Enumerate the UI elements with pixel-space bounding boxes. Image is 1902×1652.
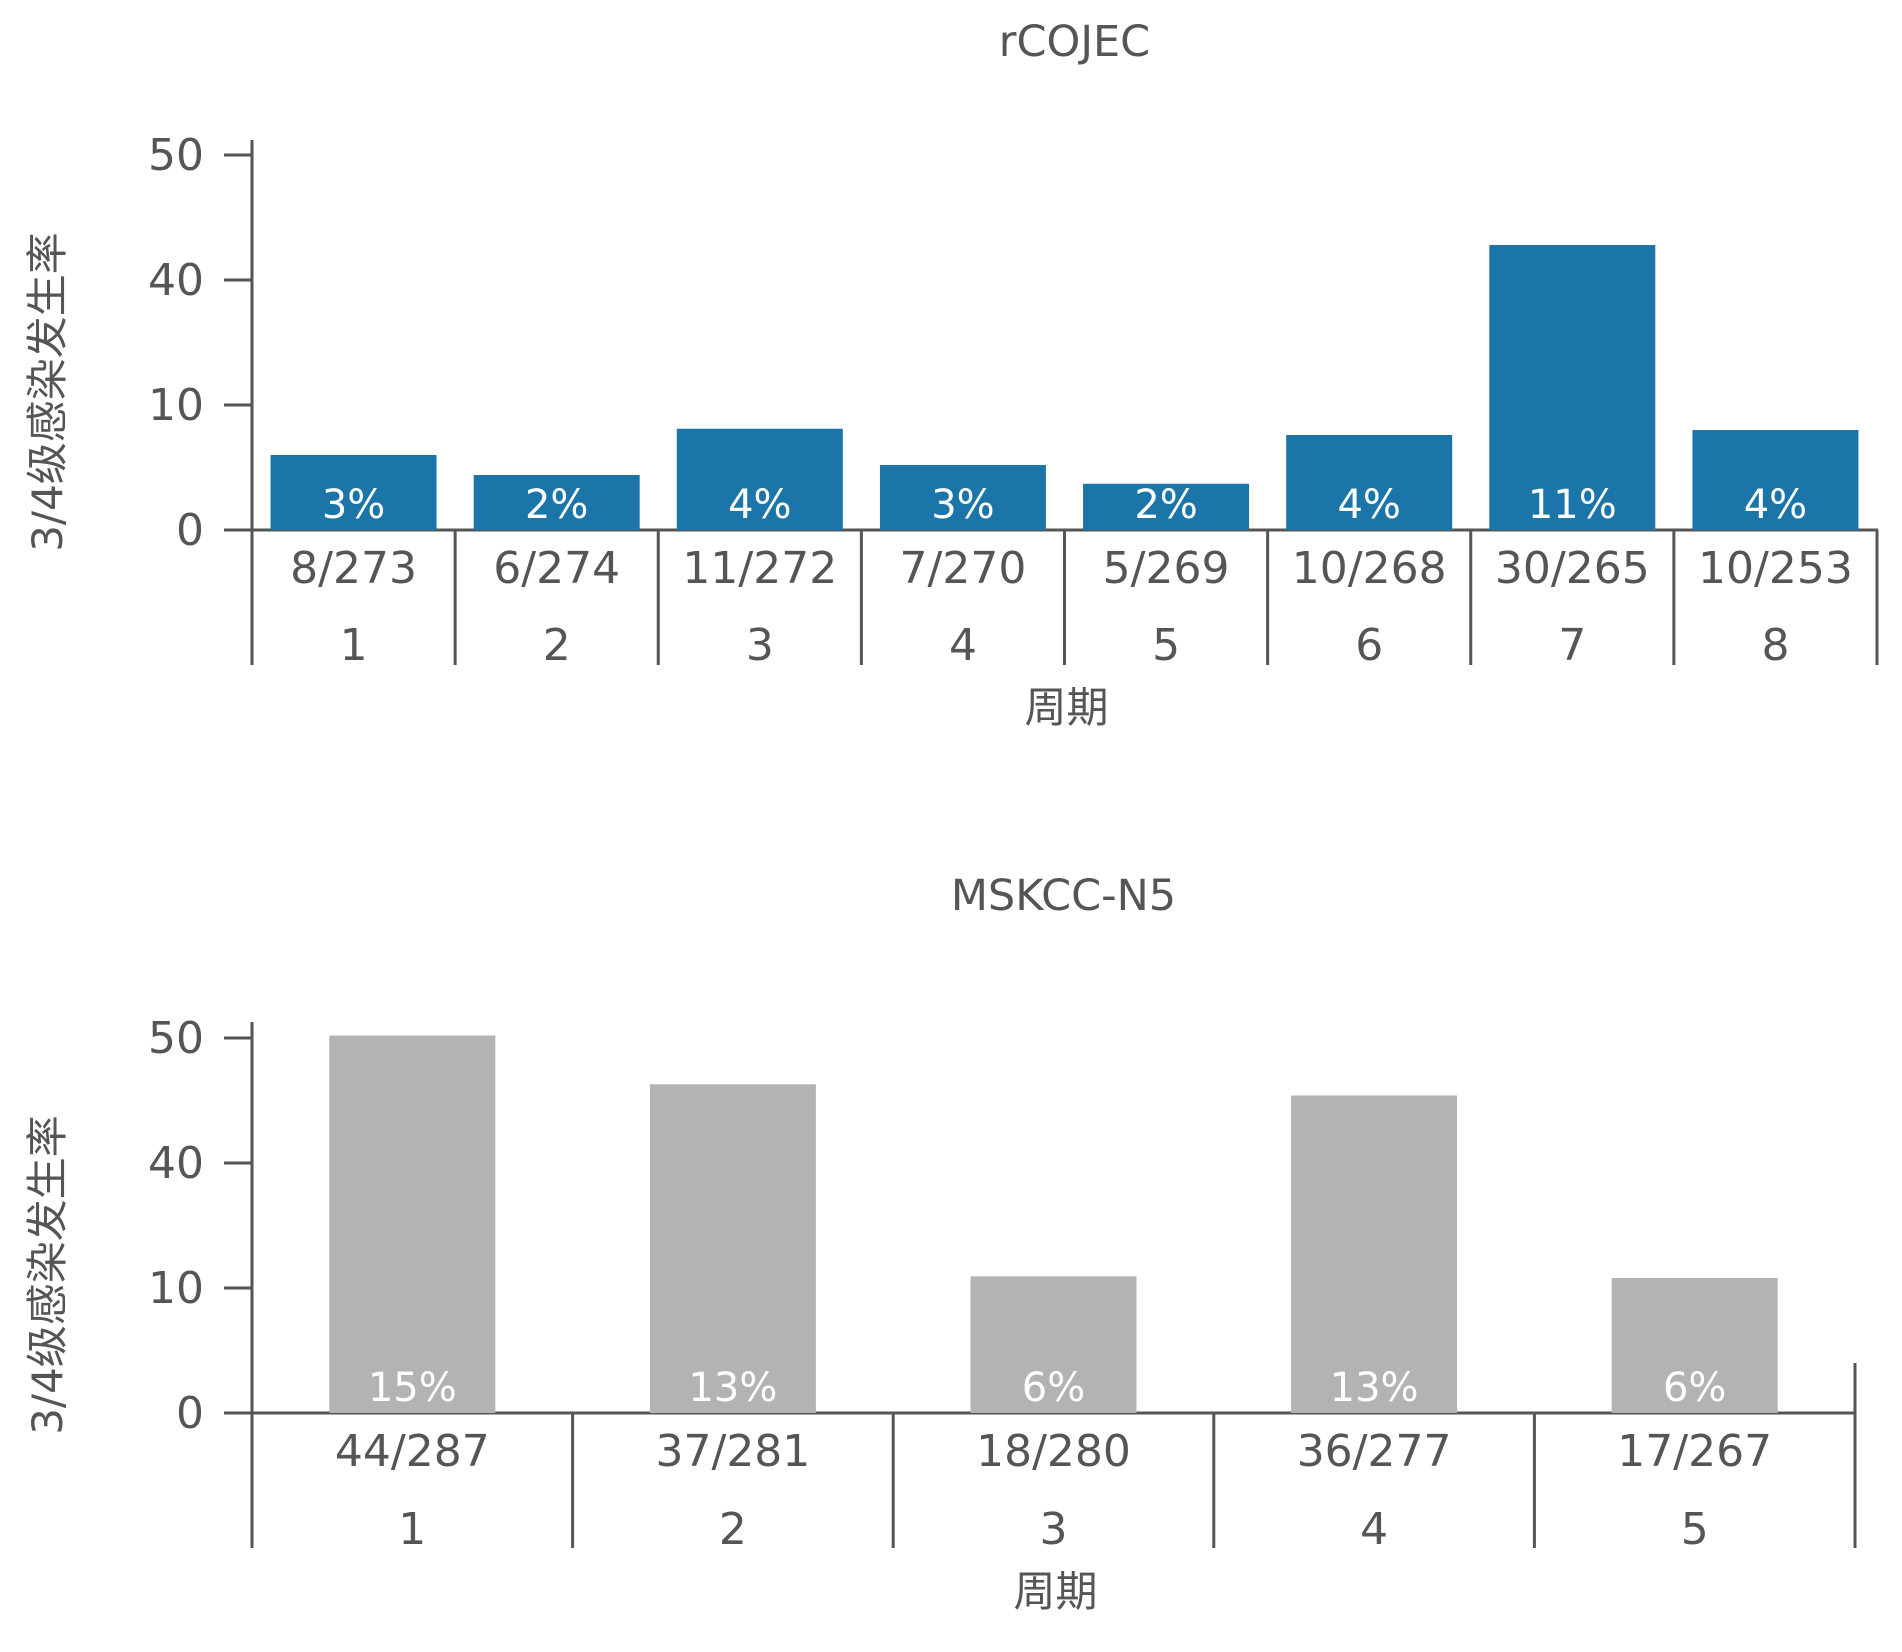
x-tick-label: 1 — [398, 1504, 426, 1555]
x-tick-label: 5 — [1152, 620, 1180, 671]
bar-percent-label: 4% — [1744, 482, 1807, 528]
y-tick-label: 0 — [176, 505, 204, 556]
x-tick-label: 6 — [1355, 620, 1383, 671]
bar — [676, 428, 843, 530]
y-axis-label: 3/4级感染发生率 — [23, 232, 72, 552]
bar — [473, 475, 640, 530]
chart-title: MSKCC-N5 — [951, 871, 1176, 921]
bar-fraction-label: 30/265 — [1495, 543, 1650, 594]
x-tick-label: 2 — [543, 620, 571, 671]
x-tick-label: 1 — [340, 620, 368, 671]
y-tick-label: 40 — [148, 1138, 204, 1189]
bar-percent-label: 13% — [688, 1365, 777, 1411]
bar-percent-label: 4% — [1337, 482, 1400, 528]
bar — [970, 1276, 1137, 1413]
bar-fraction-label: 36/277 — [1297, 1426, 1452, 1477]
x-tick-label: 5 — [1681, 1504, 1709, 1555]
x-tick-label: 3 — [1040, 1504, 1068, 1555]
bar — [879, 465, 1046, 530]
y-tick-label: 10 — [148, 380, 204, 431]
chart-panel-1: rCOJEC 3/4级感染发生率 0 10 40 50 3% 8/273 1 2% 6/274 2 4%… — [23, 17, 1879, 732]
bar-percent-label: 3% — [931, 482, 994, 528]
x-axis-label: 周期 — [1013, 1567, 1097, 1616]
bar — [1611, 1278, 1778, 1413]
bar-fraction-label: 10/253 — [1698, 543, 1853, 594]
x-axis-label: 周期 — [1024, 683, 1108, 732]
bar-fraction-label: 18/280 — [976, 1426, 1131, 1477]
x-tick-label: 8 — [1761, 620, 1789, 671]
bar-percent-label: 11% — [1528, 482, 1617, 528]
bar-percent-label: 3% — [322, 482, 385, 528]
bar — [1692, 430, 1859, 530]
bar — [270, 455, 437, 530]
bar-percent-label: 6% — [1663, 1365, 1726, 1411]
y-tick-label: 50 — [148, 1013, 204, 1064]
y-tick-label: 50 — [148, 130, 204, 181]
bar — [1083, 483, 1250, 530]
bar-fraction-label: 8/273 — [290, 543, 417, 594]
bar-percent-label: 13% — [1330, 1365, 1419, 1411]
bar — [1291, 1095, 1458, 1413]
bar-fraction-label: 7/270 — [900, 543, 1027, 594]
bar-percent-label: 2% — [1134, 482, 1197, 528]
y-axis-label: 3/4级感染发生率 — [23, 1115, 72, 1435]
bar-fraction-label: 11/272 — [682, 543, 837, 594]
bar-fraction-label: 37/281 — [656, 1426, 811, 1477]
y-tick-label: 40 — [148, 255, 204, 306]
bar-fraction-label: 44/287 — [335, 1426, 490, 1477]
bar — [329, 1035, 496, 1413]
x-tick-label: 7 — [1558, 620, 1586, 671]
bar-percent-label: 15% — [368, 1365, 457, 1411]
bar — [1489, 245, 1656, 530]
bar-percent-label: 6% — [1022, 1365, 1085, 1411]
y-tick-label: 10 — [148, 1263, 204, 1314]
bar-fraction-label: 6/274 — [493, 543, 620, 594]
bar-fraction-label: 17/267 — [1617, 1426, 1772, 1477]
chart-panel-2: MSKCC-N5 3/4级感染发生率 0 10 40 50 15% 44/287 1 13% 37/… — [23, 871, 1857, 1616]
chart-title: rCOJEC — [999, 17, 1150, 67]
bar — [1286, 435, 1453, 530]
y-tick-label: 0 — [176, 1388, 204, 1439]
bar-fraction-label: 10/268 — [1292, 543, 1447, 594]
bar — [649, 1084, 816, 1413]
x-tick-label: 2 — [719, 1504, 747, 1555]
bar-fraction-label: 5/269 — [1103, 543, 1230, 594]
bar-percent-label: 2% — [525, 482, 588, 528]
x-tick-label: 3 — [746, 620, 774, 671]
bar-percent-label: 4% — [728, 482, 791, 528]
x-tick-label: 4 — [949, 620, 977, 671]
x-tick-label: 4 — [1360, 1504, 1388, 1555]
